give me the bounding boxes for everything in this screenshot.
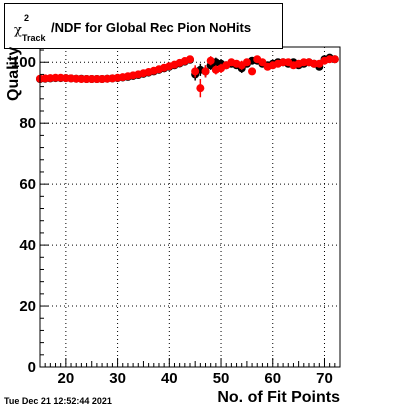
grid-lines [40,47,340,367]
timestamp: Tue Dec 21 12:52:44 2021 [4,396,112,406]
data-point [330,55,339,64]
x-tick-label: 30 [109,370,126,387]
y-axis-label: Quality [5,46,22,101]
title-subscript: Track [22,33,46,43]
plot-frame [39,46,341,368]
data-point [201,67,210,76]
data-series [36,53,339,98]
data-point [258,58,267,67]
data-point [206,56,215,65]
data-point [196,84,205,93]
y-tick-label: 0 [28,359,36,376]
x-tick-label: 40 [161,370,178,387]
title-chi-symbol: χ [14,23,22,38]
y-tick-label: 40 [19,237,36,254]
title-superscript: 2 [24,13,30,23]
data-point [248,67,257,76]
x-tick-label: 50 [213,370,230,387]
y-tick-label: 100 [11,54,36,71]
chart-title: /NDF for Global Rec Pion NoHits [51,20,252,35]
series-red [36,55,339,98]
data-point [186,55,194,64]
data-point [242,58,251,67]
data-point [191,67,200,76]
y-tick-label: 20 [19,298,36,315]
y-tick-label: 80 [19,115,36,132]
axes: 20 30 40 50 60 70 0 20 40 60 80 100 [11,49,341,387]
y-tick-label: 60 [19,176,36,193]
x-tick-label: 70 [316,370,333,387]
x-tick-label: 20 [58,370,75,387]
chart-title-box: χ 2 Track /NDF for Global Rec Pion NoHit… [4,3,283,49]
x-axis-label: No. of Fit Points [217,389,340,406]
x-tick-label: 60 [264,370,281,387]
